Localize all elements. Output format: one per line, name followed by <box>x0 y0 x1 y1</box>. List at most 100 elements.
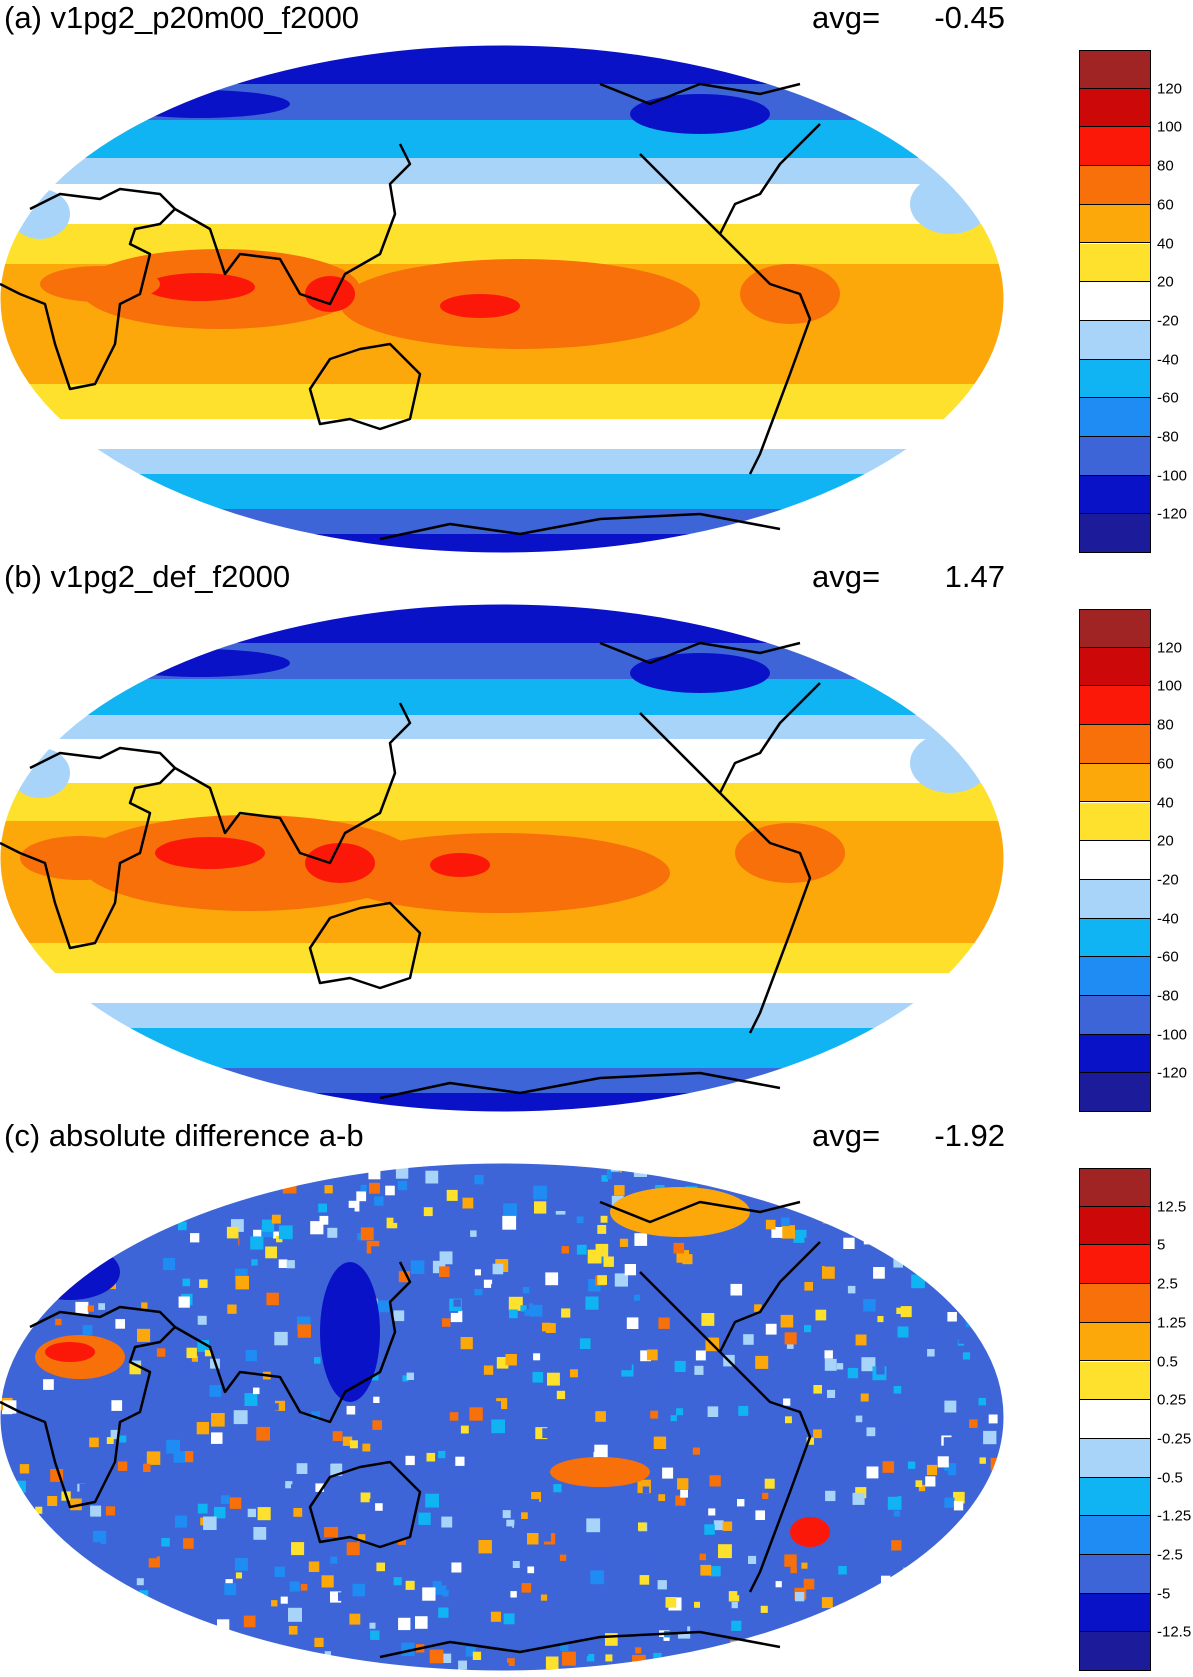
colorbar-label: -0.25 <box>1157 1430 1192 1448</box>
speckle-cell <box>658 1317 670 1329</box>
speckle-cell <box>100 1163 112 1175</box>
speckle-cell <box>434 1395 447 1408</box>
speckle-cell <box>988 1276 1003 1291</box>
speckle-cell <box>375 1503 383 1511</box>
speckle-cell <box>458 1660 467 1670</box>
speckle-cell <box>855 1487 867 1499</box>
speckle-cell <box>843 1202 856 1215</box>
colorbar-label: 20 <box>1157 832 1174 850</box>
colorbar-label: -120 <box>1157 505 1188 523</box>
speckle-cell <box>915 1480 923 1487</box>
speckle-cell <box>61 1638 68 1645</box>
speckle-cell <box>221 1495 230 1504</box>
speckle-cell <box>502 1526 513 1537</box>
speckle-cell <box>806 1437 814 1445</box>
speckle-cell <box>521 1512 528 1519</box>
speckle-cell <box>675 1495 686 1506</box>
speckle-cell <box>406 1372 414 1380</box>
speckle-cell <box>99 1661 110 1671</box>
speckle-cell <box>873 1267 885 1279</box>
colorbar-label: 120 <box>1157 639 1183 657</box>
speckle-cell <box>531 1492 541 1502</box>
colorbar-label: -80 <box>1157 987 1179 1005</box>
speckle-cell <box>373 1396 380 1403</box>
speckle-cell <box>348 1200 360 1212</box>
colorbar-label: 0.5 <box>1157 1353 1178 1370</box>
speckle-cell <box>783 1398 791 1406</box>
colorbar-box <box>1079 1555 1151 1594</box>
speckle-cell <box>784 1325 794 1335</box>
speckle-cell <box>877 1316 884 1323</box>
speckle-cell <box>118 1258 129 1269</box>
speckle-cell <box>469 1407 483 1421</box>
colorbar: 120 100 80 60 40 20 -20 -40 -60 -80 -100 -120 <box>1079 50 1193 554</box>
speckle-cell <box>503 1203 517 1218</box>
speckle-cell <box>911 1274 925 1289</box>
speckle-cell <box>597 1225 607 1234</box>
speckle-cell <box>321 1575 334 1588</box>
colorbar-label: 60 <box>1157 196 1174 214</box>
speckle-cell <box>471 1295 485 1309</box>
speckle-cell <box>429 1649 444 1664</box>
speckle-cell <box>327 1227 338 1238</box>
speckle-cell <box>784 1332 797 1345</box>
speckle-cell <box>625 1420 639 1434</box>
speckle-cell <box>441 1653 452 1663</box>
colorbar-box <box>1079 1632 1151 1672</box>
speckle-cell <box>918 1333 929 1344</box>
speckle-cell <box>953 1193 965 1204</box>
speckle-cell <box>442 1318 451 1327</box>
colorbar-box <box>1079 1400 1151 1439</box>
speckle-cell <box>227 1304 237 1314</box>
speckle-cell <box>718 1544 732 1559</box>
speckle-cell <box>927 1349 935 1357</box>
speckle-cell <box>449 1412 459 1421</box>
speckle-cell <box>810 1474 824 1488</box>
speckle-cell <box>925 1476 936 1487</box>
speckle-cell <box>951 1216 964 1229</box>
speckle-cell <box>346 1542 360 1556</box>
speckle-cell <box>780 1314 794 1328</box>
speckle-cell <box>882 1461 895 1473</box>
colorbar-label: 80 <box>1157 157 1174 175</box>
speckle-cell <box>145 1546 157 1559</box>
speckle-cell <box>838 1203 847 1211</box>
speckle-cell <box>633 1383 642 1392</box>
speckle-cell <box>2 1427 10 1435</box>
speckle-cell <box>561 1308 571 1318</box>
speckle-cell <box>762 1492 769 1499</box>
speckle-cell <box>393 1212 404 1223</box>
speckle-cell <box>555 1633 564 1643</box>
speckle-cell <box>474 1175 484 1185</box>
speckle-cell <box>887 1496 902 1510</box>
speckle-cell <box>560 1642 569 1652</box>
speckle-cell <box>91 1596 106 1610</box>
speckle-cell <box>851 1514 860 1524</box>
speckle-cell <box>754 1304 762 1312</box>
speckle-cell <box>657 1580 667 1590</box>
speckle-cell <box>713 1520 724 1531</box>
speckle-cell <box>545 1272 559 1286</box>
speckle-cell <box>324 1185 333 1194</box>
speckle-cell <box>463 1462 477 1476</box>
speckle-cell <box>893 1386 902 1394</box>
speckle-cell <box>341 1647 353 1659</box>
speckle-cell <box>737 1163 747 1173</box>
speckle-cell <box>230 1448 238 1457</box>
speckle-cell <box>146 1451 161 1465</box>
speckle-cell <box>728 1591 740 1602</box>
speckle-cell <box>542 1532 551 1542</box>
speckle-cell <box>860 1199 867 1206</box>
speckle-cell <box>369 1498 381 1510</box>
speckle-cell <box>43 1667 52 1671</box>
speckle-cell <box>942 1659 952 1669</box>
speckle-cell <box>291 1484 303 1496</box>
colorbar-box <box>1079 996 1151 1035</box>
speckle-cell <box>510 1533 524 1548</box>
speckle-cell <box>973 1650 986 1663</box>
speckle-cell <box>439 1529 453 1543</box>
speckle-cell <box>273 1231 280 1239</box>
speckle-cell <box>482 1588 491 1597</box>
speckle-cell <box>211 1413 225 1427</box>
speckle-cell <box>638 1522 647 1531</box>
